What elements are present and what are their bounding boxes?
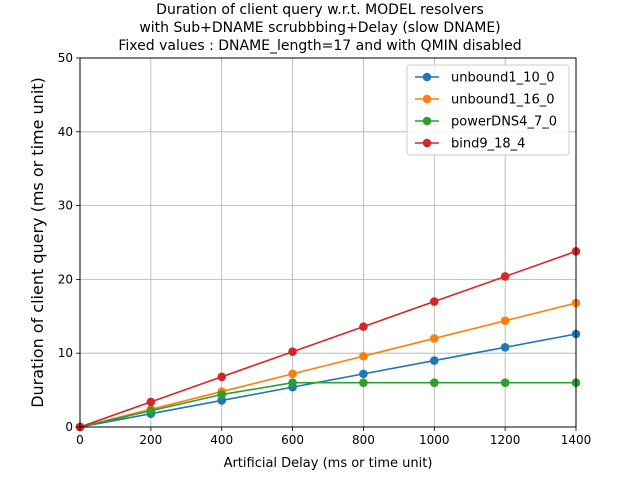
data-point	[146, 397, 156, 407]
y-tick-label: 0	[65, 420, 73, 434]
y-axis-ticks: 0 10 20 30 40 50	[58, 51, 80, 434]
series-line	[79, 381, 576, 428]
data-point	[359, 351, 368, 361]
data-point	[359, 369, 368, 379]
legend-item-unbound1_10_0: unbound1_10_0	[415, 71, 555, 86]
x-axis-ticks: 0 200 400 600 800 1000 1200 1400	[76, 427, 591, 447]
data-point	[288, 369, 297, 379]
title-line-1: Duration of client query w.r.t. MODEL re…	[156, 2, 484, 18]
legend-label: unbound1_16_0	[451, 93, 555, 108]
y-tick-label: 30	[58, 199, 73, 213]
legend-label: bind9_18_4	[451, 137, 525, 152]
legend: unbound1_10_0 unbound1_16_0 powerDNS4_7_0b…	[406, 64, 570, 156]
plot-frame	[79, 57, 577, 428]
y-tick-label: 10	[58, 346, 73, 360]
x-axis-label: Artificial Delay (ms or time unit)	[224, 456, 433, 471]
x-tick-label: 600	[281, 433, 304, 447]
title-line-2: with Sub+DNAME scrubbbing+Delay (slow DN…	[139, 20, 500, 36]
y-tick-label: 20	[58, 272, 73, 286]
y-tick-label: 40	[58, 125, 73, 139]
data-point	[500, 272, 510, 281]
x-tick-label: 1400	[561, 433, 592, 447]
legend-item-unbound1_16_0: unbound1_16_0	[415, 93, 555, 108]
data-point	[500, 342, 510, 352]
legend-item-powerDNS4_7_0: powerDNS4_7_0	[415, 115, 557, 130]
series-lines	[75, 247, 581, 432]
title-line-3: Fixed values : DNAME_length=17 and with …	[118, 38, 521, 54]
data-point	[429, 378, 439, 388]
x-tick-label: 1200	[490, 433, 521, 447]
series-line	[79, 302, 577, 428]
data-point	[217, 372, 227, 382]
legend-label: powerDNS4_7_0	[451, 115, 557, 130]
legend-marker	[422, 138, 432, 148]
legend-box	[406, 64, 570, 156]
series-line	[79, 333, 577, 428]
series-bind9_18_4	[75, 247, 581, 432]
x-tick-label: 400	[210, 433, 233, 447]
legend-marker	[422, 94, 432, 104]
y-axis-label: Duration of client query (ms or time uni…	[28, 77, 47, 408]
legend-item-bind9_18_4: bind9_18_4	[415, 137, 525, 152]
data-point	[217, 396, 227, 405]
data-point	[359, 378, 368, 388]
series-line	[79, 250, 577, 428]
data-point	[429, 334, 439, 343]
legend-marker	[422, 116, 432, 126]
x-tick-label: 200	[139, 433, 162, 447]
data-point	[288, 378, 297, 388]
y-tick-label: 50	[58, 51, 73, 65]
data-point	[500, 378, 510, 388]
chart-title: Duration of client query w.r.t. MODEL re…	[118, 2, 521, 54]
x-tick-label: 800	[352, 433, 375, 447]
data-point	[288, 347, 297, 357]
legend-marker	[422, 72, 432, 82]
data-point	[359, 322, 368, 331]
x-tick-label: 0	[76, 433, 84, 447]
data-point	[500, 316, 510, 326]
data-point	[146, 406, 156, 416]
x-tick-label: 1000	[419, 433, 450, 447]
data-point	[217, 390, 227, 399]
data-point	[429, 297, 439, 306]
data-point	[429, 356, 439, 365]
legend-label: unbound1_10_0	[451, 71, 555, 86]
